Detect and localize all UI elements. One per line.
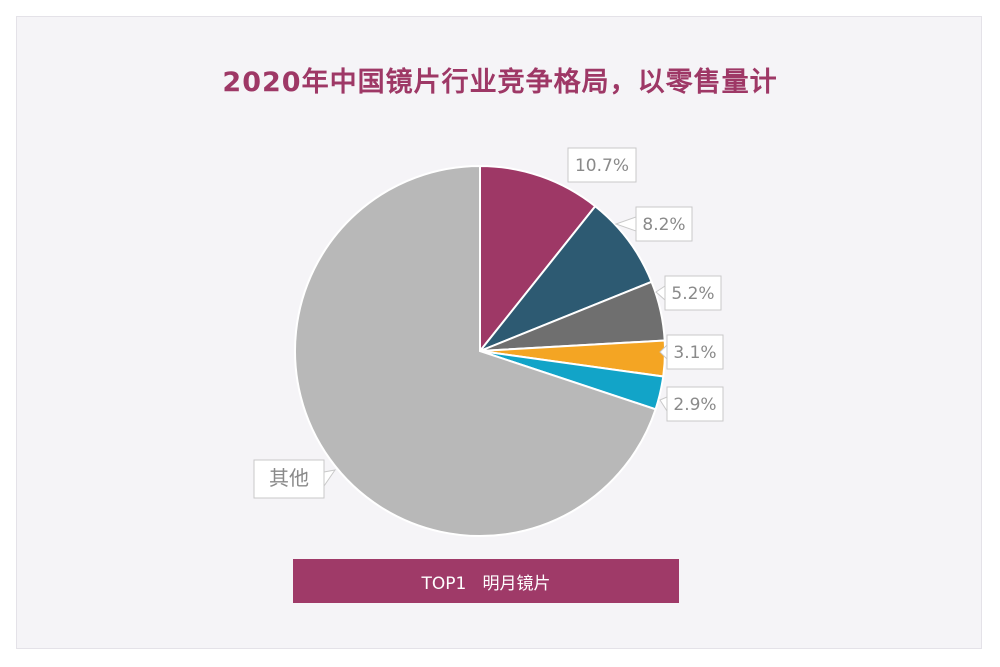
- slice-callout: 其他: [253, 459, 337, 499]
- callout-box: [666, 334, 724, 370]
- callout-box: [567, 147, 637, 183]
- callout-box: [253, 459, 325, 499]
- callout-box: [666, 386, 724, 422]
- slice-callout: 3.1%: [659, 334, 724, 370]
- slice-callout: 5.2%: [655, 275, 722, 311]
- slice-label: 5.2%: [671, 284, 714, 304]
- pie-slice: [476, 204, 653, 354]
- pie-callouts: 10.7% 8.2% 5.2% 3.1% 2.9% 其他: [253, 147, 724, 499]
- callout-pointer: [323, 469, 337, 488]
- callout-box: [664, 275, 722, 311]
- slice-label: 3.1%: [673, 343, 716, 363]
- slice-callout: 10.7%: [567, 147, 637, 183]
- slice-callout: 2.9%: [659, 386, 724, 422]
- pie-slice: [294, 164, 657, 537]
- slice-label: 其他: [269, 466, 309, 490]
- pie-slice: [479, 164, 597, 354]
- slice-label: 8.2%: [642, 215, 685, 235]
- callout-box: [635, 206, 693, 242]
- pie-slices: [294, 164, 666, 537]
- slice-label: 2.9%: [673, 395, 716, 415]
- chart-title: 2020年中国镜片行业竞争格局，以零售量计: [222, 67, 778, 98]
- slice-callout: 8.2%: [614, 206, 693, 242]
- slice-label: 10.7%: [575, 156, 629, 176]
- callout-pointer: [659, 396, 668, 413]
- top1-banner: TOP1 明月镜片: [293, 559, 679, 603]
